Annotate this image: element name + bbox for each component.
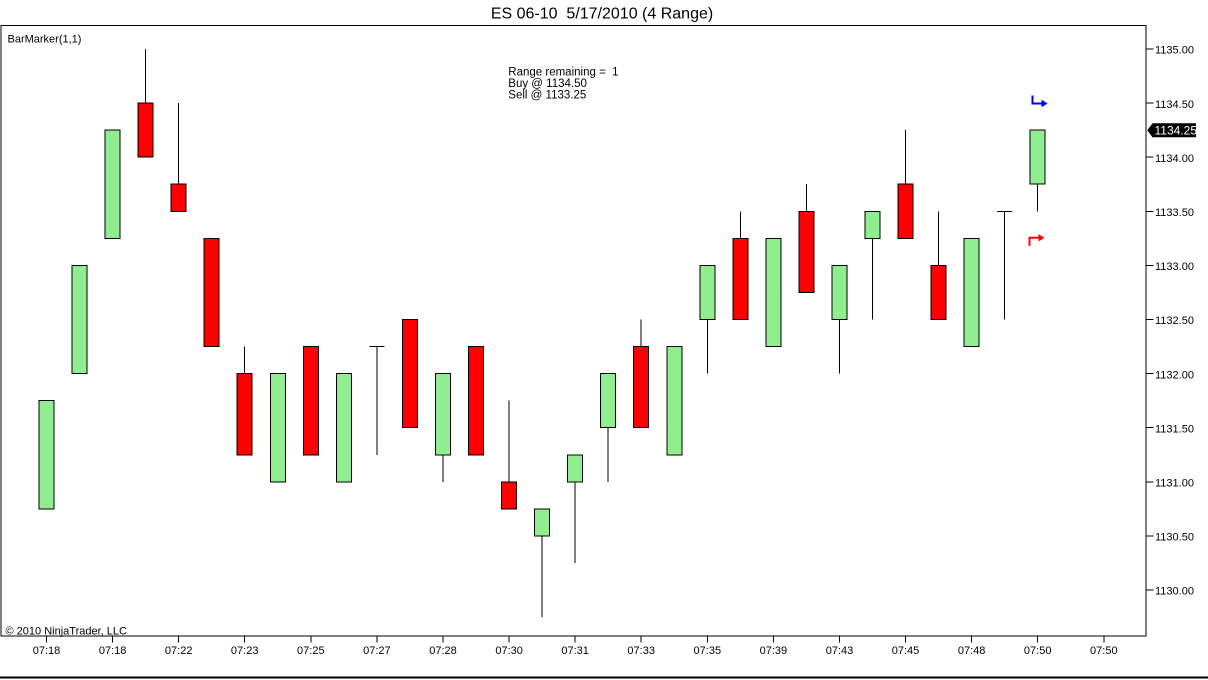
svg-text:BarMarker(1,1): BarMarker(1,1) (8, 34, 82, 46)
svg-text:07:18: 07:18 (99, 645, 127, 657)
svg-text:Buy @ 1134.50: Buy @ 1134.50 (508, 78, 587, 90)
svg-text:1135.00: 1135.00 (1155, 45, 1194, 57)
svg-text:07:39: 07:39 (760, 645, 788, 657)
svg-text:1132.50: 1132.50 (1155, 315, 1194, 327)
svg-text:07:28: 07:28 (429, 645, 457, 657)
svg-text:07:45: 07:45 (892, 645, 920, 657)
svg-text:1131.00: 1131.00 (1155, 478, 1194, 490)
svg-text:1130.50: 1130.50 (1155, 532, 1194, 544)
svg-text:1131.50: 1131.50 (1155, 423, 1194, 435)
svg-text:07:27: 07:27 (363, 645, 391, 657)
svg-text:07:50: 07:50 (1024, 645, 1052, 657)
svg-text:07:31: 07:31 (561, 645, 589, 657)
svg-text:ES 06-10 5/17/2010 (4 Range): ES 06-10 5/17/2010 (4 Range) (491, 5, 713, 22)
svg-text:© 2010 NinjaTrader, LLC: © 2010 NinjaTrader, LLC (6, 625, 127, 637)
svg-text:1134.00: 1134.00 (1155, 153, 1194, 165)
svg-text:07:18: 07:18 (33, 645, 61, 657)
svg-text:07:48: 07:48 (958, 645, 986, 657)
svg-text:07:22: 07:22 (165, 645, 193, 657)
svg-text:1132.00: 1132.00 (1155, 369, 1194, 381)
svg-text:1133.00: 1133.00 (1155, 261, 1194, 273)
svg-text:07:50: 07:50 (1090, 645, 1118, 657)
svg-text:07:23: 07:23 (231, 645, 259, 657)
svg-text:1134.50: 1134.50 (1155, 99, 1194, 111)
svg-text:07:30: 07:30 (495, 645, 523, 657)
svg-text:07:25: 07:25 (297, 645, 325, 657)
svg-text:Range remaining = 1: Range remaining = 1 (508, 66, 618, 78)
svg-text:1133.50: 1133.50 (1155, 207, 1194, 219)
svg-text:1134.25: 1134.25 (1155, 124, 1198, 138)
svg-text:07:33: 07:33 (627, 645, 655, 657)
svg-text:Sell @ 1133.25: Sell @ 1133.25 (508, 90, 586, 102)
svg-text:07:43: 07:43 (826, 645, 854, 657)
svg-text:1130.00: 1130.00 (1155, 586, 1194, 598)
svg-text:07:35: 07:35 (694, 645, 722, 657)
